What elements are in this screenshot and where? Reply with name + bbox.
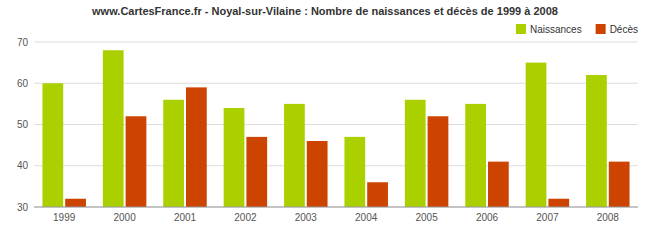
y-tick-label: 50 — [17, 119, 29, 130]
x-tick-label: 1999 — [53, 212, 76, 223]
x-tick-label: 2005 — [415, 212, 438, 223]
grid-line — [34, 83, 638, 84]
bar — [488, 162, 509, 207]
y-tick-label: 70 — [17, 37, 29, 48]
bar — [405, 100, 426, 207]
bar — [284, 104, 305, 207]
bar — [465, 104, 486, 207]
chart: www.CartesFrance.fr - Noyal-sur-Vilaine … — [0, 0, 650, 229]
bar — [609, 162, 630, 207]
bar — [163, 100, 184, 207]
bar — [65, 199, 86, 207]
x-tick-label: 2006 — [476, 212, 499, 223]
y-tick-label: 30 — [17, 202, 29, 213]
x-tick-label: 2000 — [113, 212, 136, 223]
grid-line — [34, 207, 638, 208]
bar — [246, 137, 267, 207]
grid-line — [34, 42, 638, 43]
bar — [224, 108, 245, 207]
grid-line — [34, 124, 638, 125]
legend-item: Décès — [596, 24, 638, 35]
x-tick-label: 2002 — [234, 212, 257, 223]
bar — [367, 182, 388, 207]
x-tick-label: 2003 — [295, 212, 318, 223]
grid-line — [34, 165, 638, 166]
x-tick-label: 2004 — [355, 212, 378, 223]
plot-area — [34, 42, 638, 207]
bar — [186, 87, 207, 207]
y-tick-label: 40 — [17, 160, 29, 171]
chart-container: www.CartesFrance.fr - Noyal-sur-Vilaine … — [0, 0, 650, 229]
x-axis-line — [34, 207, 638, 208]
legend: Naissances Décès — [516, 24, 638, 35]
legend-swatch — [516, 24, 526, 34]
y-tick-label: 60 — [17, 78, 29, 89]
x-tick-label: 2007 — [536, 212, 559, 223]
bar — [428, 116, 449, 207]
bar — [548, 199, 569, 207]
bar — [126, 116, 147, 207]
x-tick-label: 2001 — [174, 212, 197, 223]
legend-label: Naissances — [530, 24, 582, 35]
bar — [103, 50, 124, 207]
bar — [586, 75, 607, 207]
bar — [526, 63, 547, 207]
title: www.CartesFrance.fr - Noyal-sur-Vilaine … — [91, 5, 558, 17]
legend-label: Décès — [610, 24, 638, 35]
bar — [307, 141, 328, 207]
bar — [42, 83, 63, 207]
x-tick-label: 2008 — [597, 212, 620, 223]
bar — [344, 137, 365, 207]
legend-swatch — [596, 24, 606, 34]
bars — [42, 50, 629, 207]
legend-item: Naissances — [516, 24, 582, 35]
